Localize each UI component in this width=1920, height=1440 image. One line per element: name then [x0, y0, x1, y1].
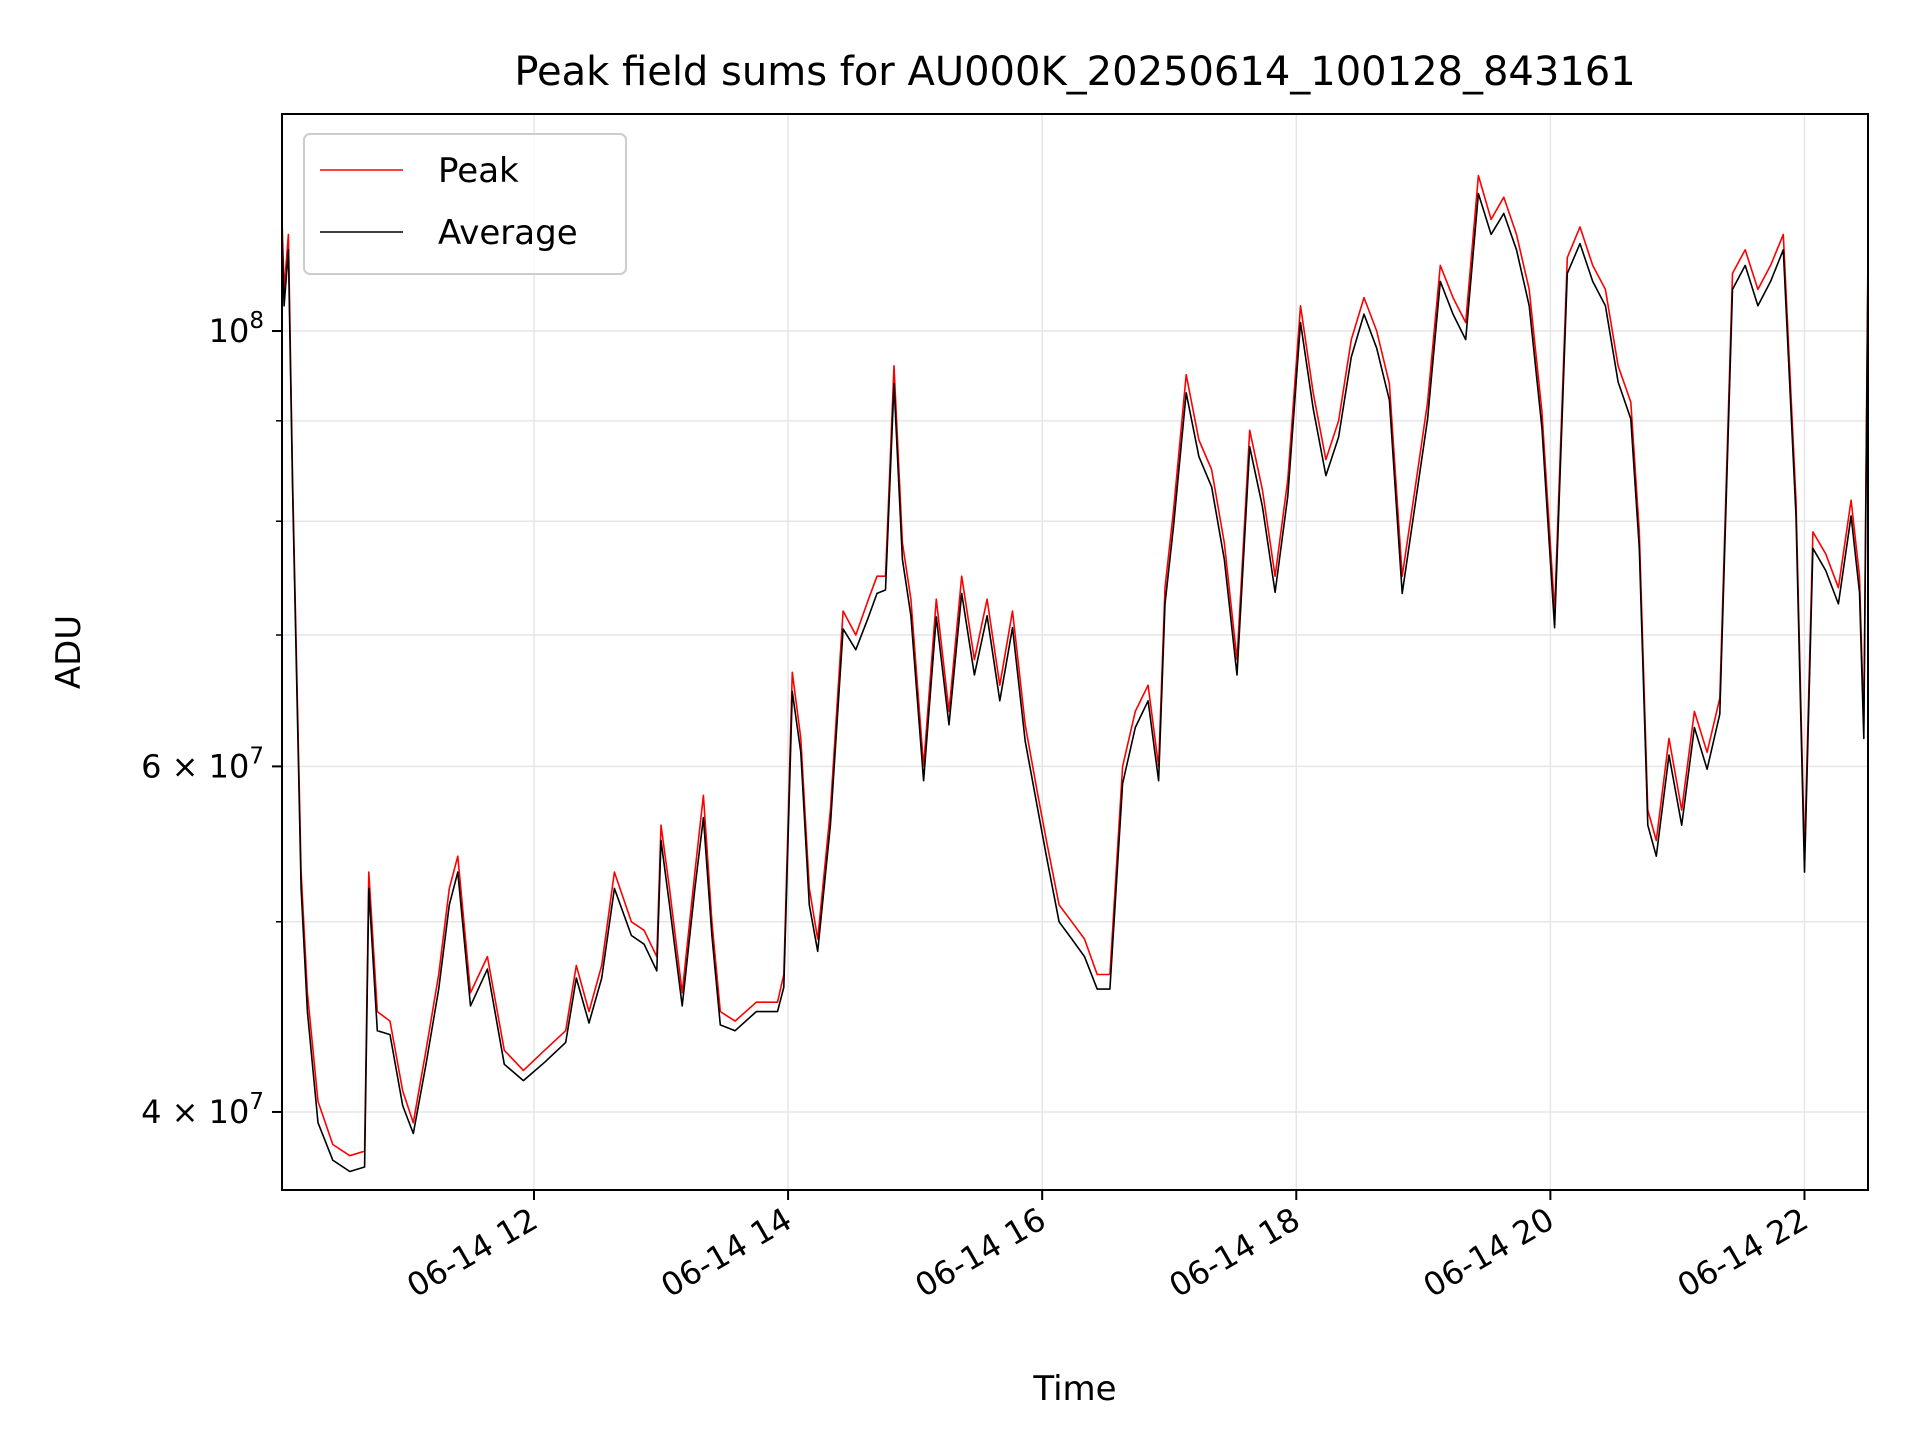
y-tick-label: 4 × 107 — [141, 1089, 264, 1131]
y-tick-mantissa: 4 — [141, 1093, 161, 1131]
y-tick-base: 10 — [209, 747, 250, 785]
legend: Peak Average — [303, 133, 627, 275]
series-layer — [281, 174, 1869, 1173]
series-line-average — [281, 192, 1869, 1173]
legend-label-peak: Peak — [438, 151, 519, 191]
y-tick-mantissa: 6 — [141, 747, 161, 785]
y-tick-exponent: 7 — [249, 1089, 264, 1115]
x-axis-label: Time — [1032, 1369, 1116, 1409]
y-tick-label: 108 — [209, 308, 264, 350]
y-tick-base: 10 — [209, 1093, 250, 1131]
y-tick-label: 6 × 107 — [141, 743, 264, 785]
y-tick-times: × — [161, 1093, 208, 1131]
y-tick-exponent: 7 — [249, 743, 264, 769]
y-tick-exponent: 8 — [249, 308, 264, 334]
y-tick-times: × — [161, 747, 208, 785]
y-tick-base: 10 — [209, 312, 250, 350]
chart-title: Peak field sums for AU000K_20250614_1001… — [514, 49, 1635, 95]
legend-box — [303, 133, 627, 275]
y-axis-label: ADU — [49, 615, 89, 689]
plot-frame — [281, 113, 1869, 1191]
series-line-peak — [281, 174, 1869, 1157]
grid — [282, 114, 1868, 1190]
legend-label-average: Average — [438, 213, 578, 253]
